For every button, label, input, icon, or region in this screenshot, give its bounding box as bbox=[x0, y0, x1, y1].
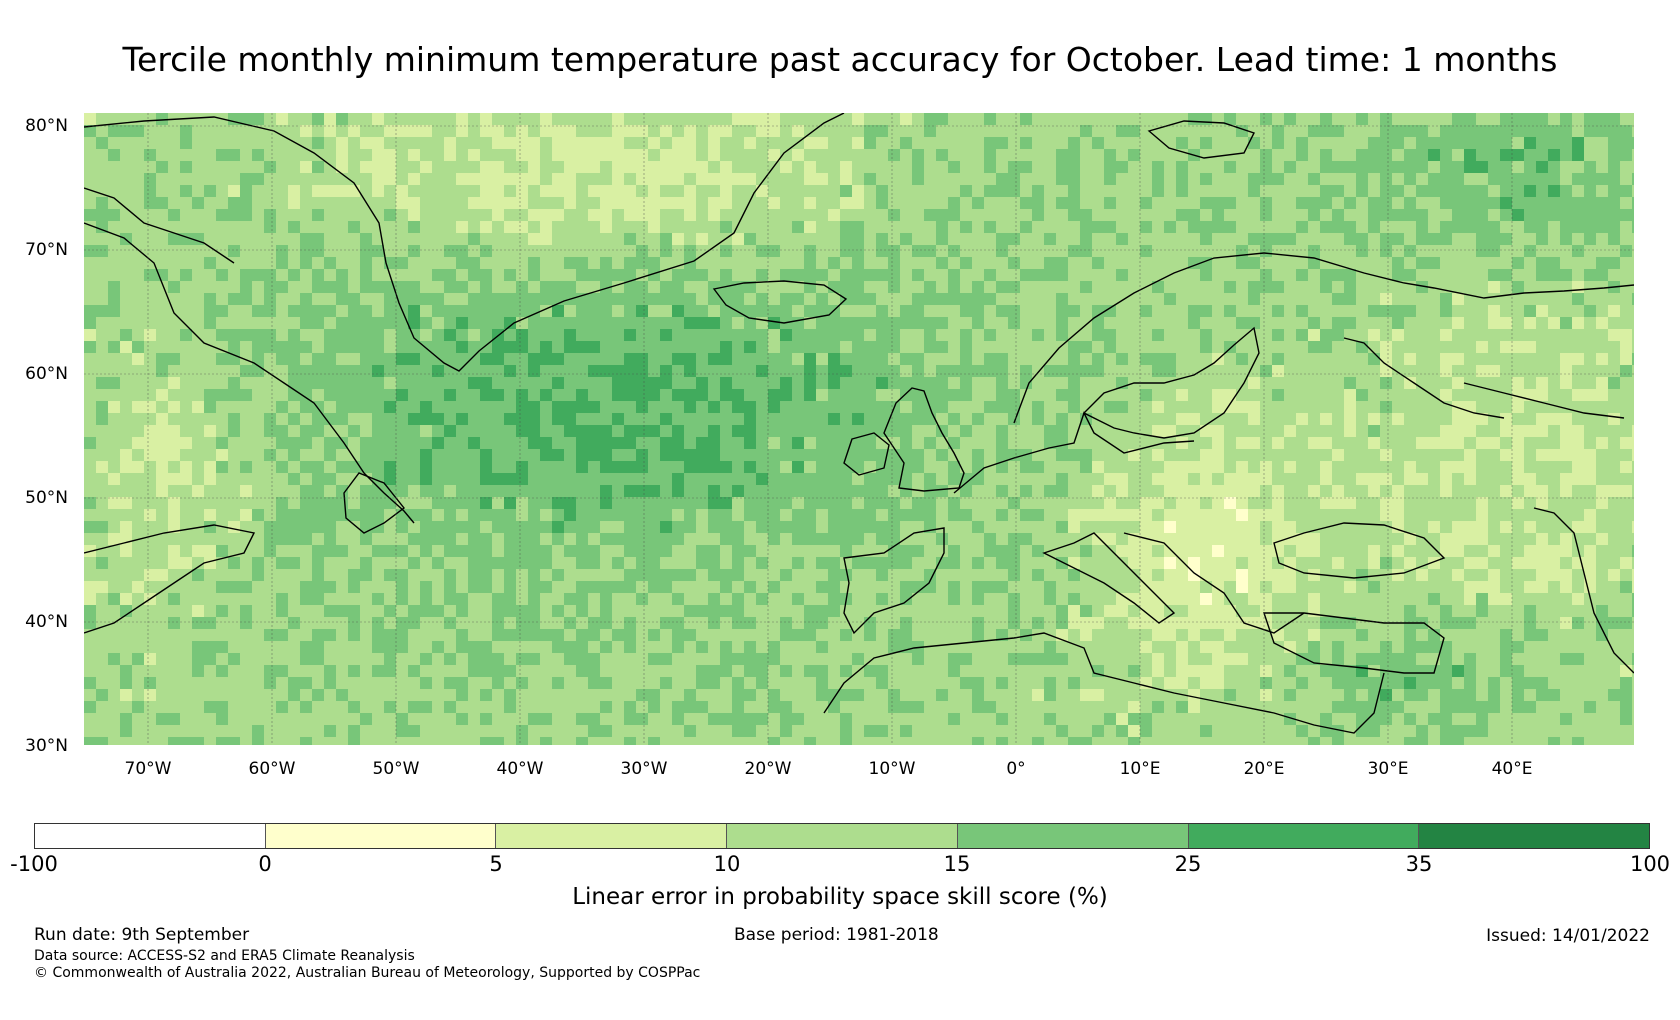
coastline-italy bbox=[1042, 532, 1176, 624]
colorbar-tick: 25 bbox=[1174, 852, 1202, 876]
coastline-newfoundland bbox=[343, 472, 405, 534]
colorbar-segment bbox=[496, 824, 728, 848]
coastline-scandinavia bbox=[1013, 252, 1634, 424]
colorbar-tick: 10 bbox=[713, 852, 741, 876]
colorbar-tick: 35 bbox=[1405, 852, 1433, 876]
lat-label-30n: 30°N bbox=[25, 736, 68, 756]
skill-map bbox=[84, 113, 1634, 745]
coastline-greenland bbox=[84, 113, 845, 372]
coastline-caspian bbox=[1533, 507, 1634, 674]
colorbar-tick: 0 bbox=[258, 852, 272, 876]
lat-label-40n: 40°N bbox=[25, 612, 68, 632]
lat-label-60n: 60°N bbox=[25, 364, 68, 384]
coastline-britain bbox=[883, 387, 965, 492]
lon-label-70w: 70°W bbox=[124, 759, 172, 779]
colorbar bbox=[34, 823, 1650, 849]
copyright: © Commonwealth of Australia 2022, Austra… bbox=[34, 965, 701, 981]
coastline-north-africa bbox=[823, 632, 1385, 734]
skill-field bbox=[84, 113, 1634, 745]
colorbar-segment bbox=[1419, 824, 1650, 848]
coastline-svalbard bbox=[1147, 120, 1255, 159]
colorbar-tick: -100 bbox=[10, 852, 58, 876]
coastline-baltic bbox=[1082, 326, 1260, 439]
lon-label-40e: 40°E bbox=[1491, 759, 1533, 779]
colorbar-segment bbox=[1188, 824, 1420, 848]
colorbar-tick: 100 bbox=[1629, 852, 1671, 876]
coastline-black-sea bbox=[1273, 522, 1446, 579]
run-date: Run date: 9th September bbox=[34, 925, 250, 945]
coastline-iceland bbox=[712, 280, 848, 324]
lat-label-80n: 80°N bbox=[25, 116, 68, 136]
coastline-turkey bbox=[1263, 612, 1445, 674]
issued-date: Issued: 14/01/2022 bbox=[1486, 926, 1650, 946]
coastline-labrador bbox=[84, 222, 415, 524]
lon-label-20e: 20°E bbox=[1243, 759, 1285, 779]
map-title: Tercile monthly minimum temperature past… bbox=[122, 40, 1558, 79]
colorbar-segment bbox=[957, 824, 1189, 848]
lon-label-20w: 20°W bbox=[744, 759, 792, 779]
colorbar-segment bbox=[727, 824, 958, 848]
lon-label-0: 0° bbox=[1006, 759, 1026, 779]
coastline-europe-west bbox=[953, 411, 1195, 494]
colorbar-segment bbox=[35, 824, 266, 848]
coastline-white-sea bbox=[1343, 337, 1505, 419]
coastline-ireland bbox=[843, 432, 890, 476]
coastline-ob bbox=[1463, 382, 1625, 419]
lon-label-40w: 40°W bbox=[496, 759, 544, 779]
data-source: Data source: ACCESS-S2 and ERA5 Climate … bbox=[34, 948, 415, 964]
gridlines bbox=[84, 113, 1634, 745]
lon-label-30w: 30°W bbox=[620, 759, 668, 779]
lon-label-10e: 10°E bbox=[1119, 759, 1161, 779]
colorbar-tick: 15 bbox=[943, 852, 971, 876]
colorbar-tick: 5 bbox=[489, 852, 503, 876]
lat-label-70n: 70°N bbox=[25, 240, 68, 260]
coastline-balkans bbox=[1123, 532, 1305, 634]
colorbar-segment bbox=[265, 824, 497, 848]
lon-label-10w: 10°W bbox=[868, 759, 916, 779]
lon-label-50w: 50°W bbox=[372, 759, 420, 779]
coastline-nova-scotia bbox=[84, 524, 256, 634]
coastline-baffin bbox=[84, 187, 235, 264]
colorbar-label: Linear error in probability space skill … bbox=[572, 884, 1108, 910]
lon-label-60w: 60°W bbox=[248, 759, 296, 779]
coastline-iberia bbox=[843, 527, 945, 635]
base-period: Base period: 1981-2018 bbox=[734, 925, 939, 945]
lat-label-50n: 50°N bbox=[25, 488, 68, 508]
lon-label-30e: 30°E bbox=[1367, 759, 1409, 779]
coastlines bbox=[84, 113, 1634, 734]
